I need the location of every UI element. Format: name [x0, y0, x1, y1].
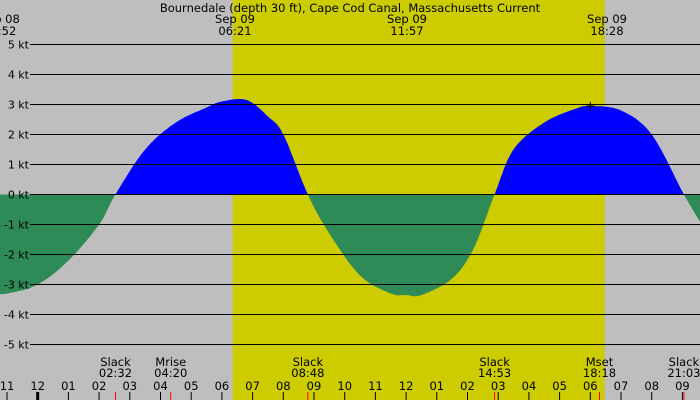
bottom-event-time: 04:20	[154, 366, 187, 380]
top-event-date: Sep 09	[215, 12, 255, 26]
x-tick-label: 09	[307, 379, 322, 393]
y-tick-label: 5 kt	[8, 39, 30, 52]
x-tick-label: 03	[122, 379, 137, 393]
top-event-date: Sep 09	[587, 12, 627, 26]
bottom-event-time: 21:03	[667, 366, 700, 380]
x-tick-label: 04	[153, 379, 168, 393]
x-tick-label: 11	[368, 379, 383, 393]
bottom-event-name: Mset	[586, 355, 614, 369]
bottom-event-name: Slack	[100, 355, 131, 369]
x-tick-label: 06	[583, 379, 598, 393]
top-event-time: 06:21	[218, 24, 251, 38]
x-tick-label: 12	[30, 379, 45, 393]
y-tick-label: -4 kt	[4, 309, 30, 322]
top-event-time: 11:57	[390, 24, 423, 38]
bottom-event-time: 18:18	[583, 366, 616, 380]
bottom-event-name: Mrise	[155, 355, 186, 369]
x-tick-label: 10	[337, 379, 352, 393]
x-tick-label: 05	[552, 379, 567, 393]
x-tick-label: 01	[429, 379, 444, 393]
y-axis-ticks: 5 kt 4 kt 3 kt 2 kt 1 kt 0 kt -1 kt -2 kt -3 kt -…	[4, 39, 36, 352]
x-tick-label: 06	[215, 379, 230, 393]
x-tick-label: 08	[644, 379, 659, 393]
y-tick-label: 3 kt	[8, 99, 30, 112]
x-tick-label: 07	[245, 379, 260, 393]
ebb-area	[0, 194, 700, 297]
y-tick-label: 1 kt	[8, 159, 30, 172]
bottom-event-time: 02:32	[99, 366, 132, 380]
x-axis: 11 12 01 02 03 04 05 06 07 08 09 10 11 12 01 02 03 04 05 06…	[0, 102, 690, 400]
y-tick-label: -5 kt	[4, 339, 30, 352]
y-tick-label: 2 kt	[8, 129, 30, 142]
x-tick-label: 02	[460, 379, 475, 393]
chart-title: Bournedale (depth 30 ft), Cape Cod Canal…	[160, 1, 541, 15]
bottom-event-name: Slack	[669, 355, 700, 369]
y-tick-label: 0 kt	[8, 189, 30, 202]
top-event-time: :52	[0, 24, 16, 38]
x-tick-label: 01	[61, 379, 76, 393]
y-tick-label: -3 kt	[4, 279, 30, 292]
top-event-date: Sep 09	[387, 12, 427, 26]
gridlines	[30, 44, 700, 345]
bottom-event-labels: Slack02:32Mrise04:20Slack08:48Slack14:53…	[99, 355, 700, 400]
top-event-date: p 08	[0, 12, 20, 26]
y-tick-label: -2 kt	[4, 249, 30, 262]
x-tick-label: 12	[399, 379, 414, 393]
bottom-event-time: 08:48	[291, 366, 324, 380]
x-tick-label: 03	[491, 379, 506, 393]
current-area-group	[0, 99, 700, 297]
x-tick-label: 11	[0, 379, 14, 393]
x-tick-label: 05	[184, 379, 199, 393]
x-tick-label: 02	[92, 379, 107, 393]
x-tick-label: 08	[276, 379, 291, 393]
bottom-event-name: Slack	[293, 355, 324, 369]
y-tick-label: 4 kt	[8, 69, 30, 82]
x-tick-label: 09	[675, 379, 690, 393]
bottom-event-time: 14:53	[478, 366, 511, 380]
x-tick-label: 04	[522, 379, 537, 393]
bottom-event-name: Slack	[479, 355, 510, 369]
top-event-time: 18:28	[590, 24, 623, 38]
x-tick-label: 07	[614, 379, 629, 393]
flood-area	[0, 99, 700, 195]
y-tick-label: -1 kt	[4, 219, 30, 232]
